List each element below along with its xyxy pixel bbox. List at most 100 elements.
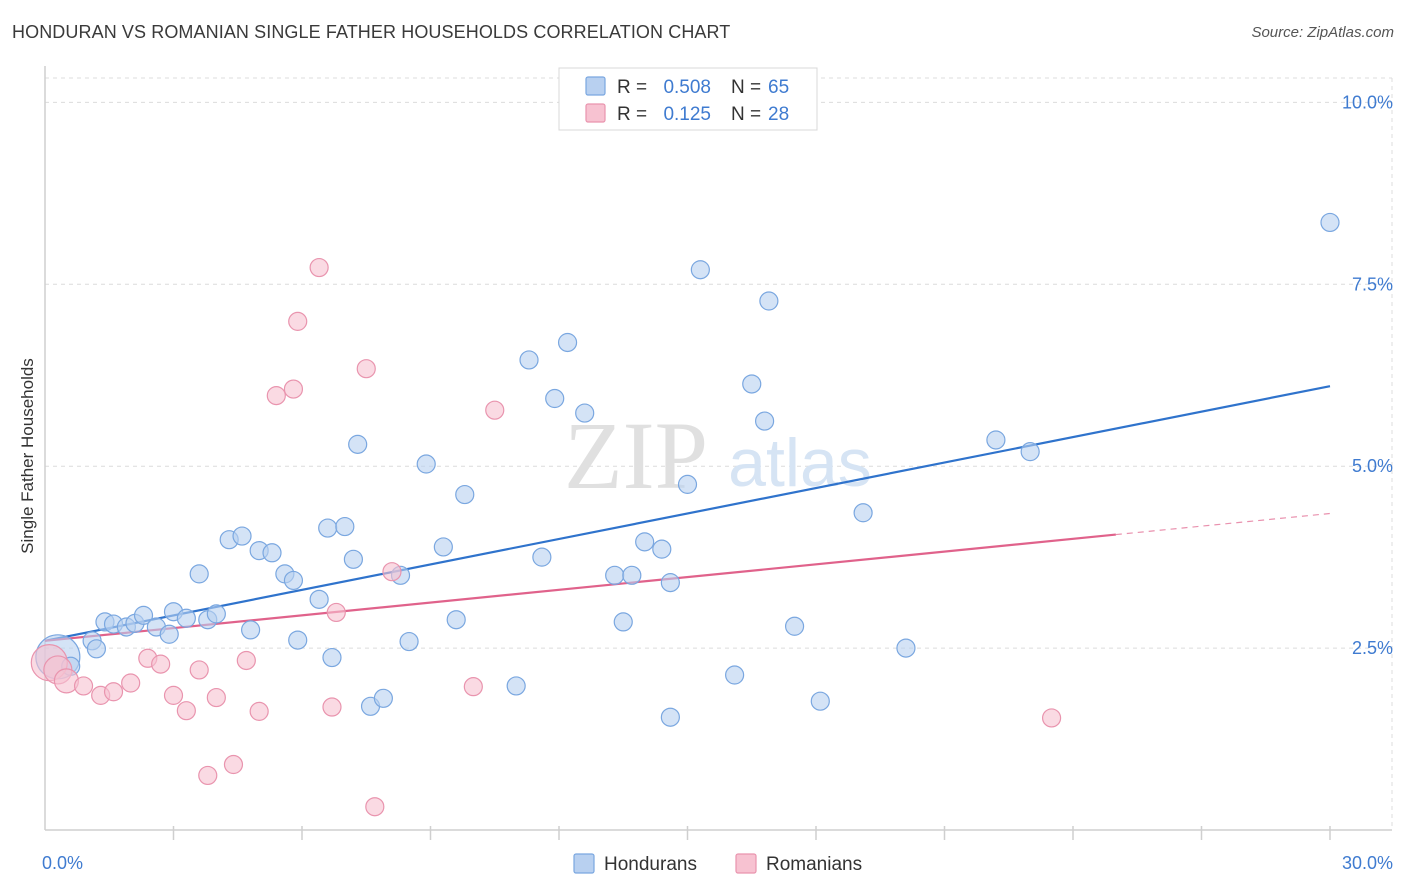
hondurans-point xyxy=(343,549,363,569)
trendlines xyxy=(44,385,1331,642)
hondurans-point xyxy=(318,518,338,538)
hondurans-point xyxy=(322,647,342,668)
hondurans-point xyxy=(348,434,368,454)
hondurans-point xyxy=(519,350,539,370)
romanians-r-label: R = xyxy=(617,104,647,125)
romanians-n-label: N = xyxy=(731,104,761,125)
romanians-bottom-swatch xyxy=(735,853,757,874)
romanians-point xyxy=(249,701,269,721)
hondurans-point xyxy=(446,610,466,630)
gridlines xyxy=(45,77,1393,830)
romanians-point xyxy=(206,687,226,708)
hondurans-point xyxy=(506,676,526,696)
x-tick-label: 0.0% xyxy=(42,853,83,873)
romanians-point xyxy=(309,257,329,278)
romanians-legend-swatch xyxy=(585,103,606,123)
hondurans-point xyxy=(660,573,680,593)
romanians-point xyxy=(322,697,342,717)
source-label: Source: ZipAtlas.com xyxy=(1251,24,1394,41)
romanians-point xyxy=(485,400,505,420)
romanians-point xyxy=(121,673,141,693)
romanians-trendline xyxy=(44,533,1116,642)
romanians-point xyxy=(151,654,171,674)
tick-labels: 2.5% 5.0% 7.5% 10.0% 0.0% 30.0% xyxy=(42,92,1393,873)
hondurans-point xyxy=(159,624,179,644)
hondurans-point xyxy=(652,539,672,559)
chart-title: HONDURAN VS ROMANIAN SINGLE FATHER HOUSE… xyxy=(12,22,731,42)
y-tick-label: 5.0% xyxy=(1352,456,1393,476)
hondurans-point xyxy=(622,565,642,585)
x-tick-label: 30.0% xyxy=(1342,853,1393,873)
hondurans-point xyxy=(283,570,304,591)
axes xyxy=(44,66,1392,840)
hondurans-point xyxy=(532,547,552,567)
romanians-trendline-extension xyxy=(1115,512,1331,536)
hondurans-point xyxy=(986,430,1006,450)
hondurans-point xyxy=(373,688,393,708)
hondurans-point xyxy=(690,260,710,280)
hondurans-point xyxy=(335,516,355,537)
hondurans-point xyxy=(288,630,308,650)
hondurans-point xyxy=(759,291,779,311)
hondurans-point xyxy=(206,604,226,624)
romanians-point xyxy=(163,685,184,705)
hondurans-point xyxy=(1320,212,1340,233)
romanians-point xyxy=(463,677,483,697)
hondurans-point xyxy=(784,616,805,636)
hondurans-point xyxy=(262,543,282,563)
hondurans-point xyxy=(232,526,252,546)
watermark-atlas: atlas xyxy=(728,425,872,501)
romanians-point xyxy=(236,650,256,671)
romanians-point xyxy=(356,359,376,379)
hondurans-n-label: N = xyxy=(731,77,761,98)
hondurans-point xyxy=(309,589,329,609)
romanians-point xyxy=(198,765,218,786)
hondurans-legend-swatch xyxy=(585,76,606,96)
hondurans-point xyxy=(1020,442,1040,462)
hondurans-point xyxy=(677,474,698,494)
y-tick-label: 2.5% xyxy=(1352,638,1393,658)
hondurans-point xyxy=(86,639,107,659)
romanians-point xyxy=(1041,708,1062,728)
hondurans-point xyxy=(853,503,873,523)
romanians-n-value: 28 xyxy=(768,104,789,125)
hondurans-point xyxy=(605,565,625,585)
romanians-point xyxy=(288,311,308,331)
hondurans-point xyxy=(575,403,595,423)
romanians-point xyxy=(73,676,94,696)
stats-legend: R = 0.508 N = 65 R = 0.125 N = 28 xyxy=(558,67,818,131)
romanians-point xyxy=(365,797,385,817)
hondurans-point xyxy=(896,638,916,658)
data-points xyxy=(30,212,1340,817)
hondurans-point xyxy=(635,532,655,552)
hondurans-point xyxy=(742,374,762,394)
hondurans-point xyxy=(725,665,745,685)
watermark: ZIP atlas xyxy=(564,402,872,509)
hondurans-point xyxy=(133,605,154,625)
hondurans-trendline xyxy=(44,385,1331,642)
romanians-point xyxy=(176,701,196,721)
romanians-bottom-label: Romanians xyxy=(766,854,862,875)
romanians-point xyxy=(266,386,286,406)
romanians-point xyxy=(223,754,244,775)
romanians-r-value: 0.125 xyxy=(663,104,711,125)
hondurans-point xyxy=(416,454,436,474)
hondurans-point xyxy=(433,537,453,557)
series-legend: Hondurans Romanians xyxy=(573,853,862,875)
hondurans-r-label: R = xyxy=(617,77,647,98)
romanians-point xyxy=(283,379,304,399)
hondurans-point xyxy=(557,332,578,353)
hondurans-point xyxy=(613,612,633,632)
hondurans-n-value: 65 xyxy=(768,77,789,98)
hondurans-bottom-label: Hondurans xyxy=(604,854,697,875)
hondurans-point xyxy=(176,608,196,628)
hondurans-point xyxy=(399,631,419,652)
y-tick-label: 7.5% xyxy=(1352,274,1393,294)
romanians-point xyxy=(189,660,209,680)
y-tick-label: 10.0% xyxy=(1342,92,1393,112)
hondurans-point xyxy=(810,691,830,711)
hondurans-r-value: 0.508 xyxy=(663,77,711,98)
hondurans-point xyxy=(660,707,680,727)
hondurans-point xyxy=(545,388,565,409)
